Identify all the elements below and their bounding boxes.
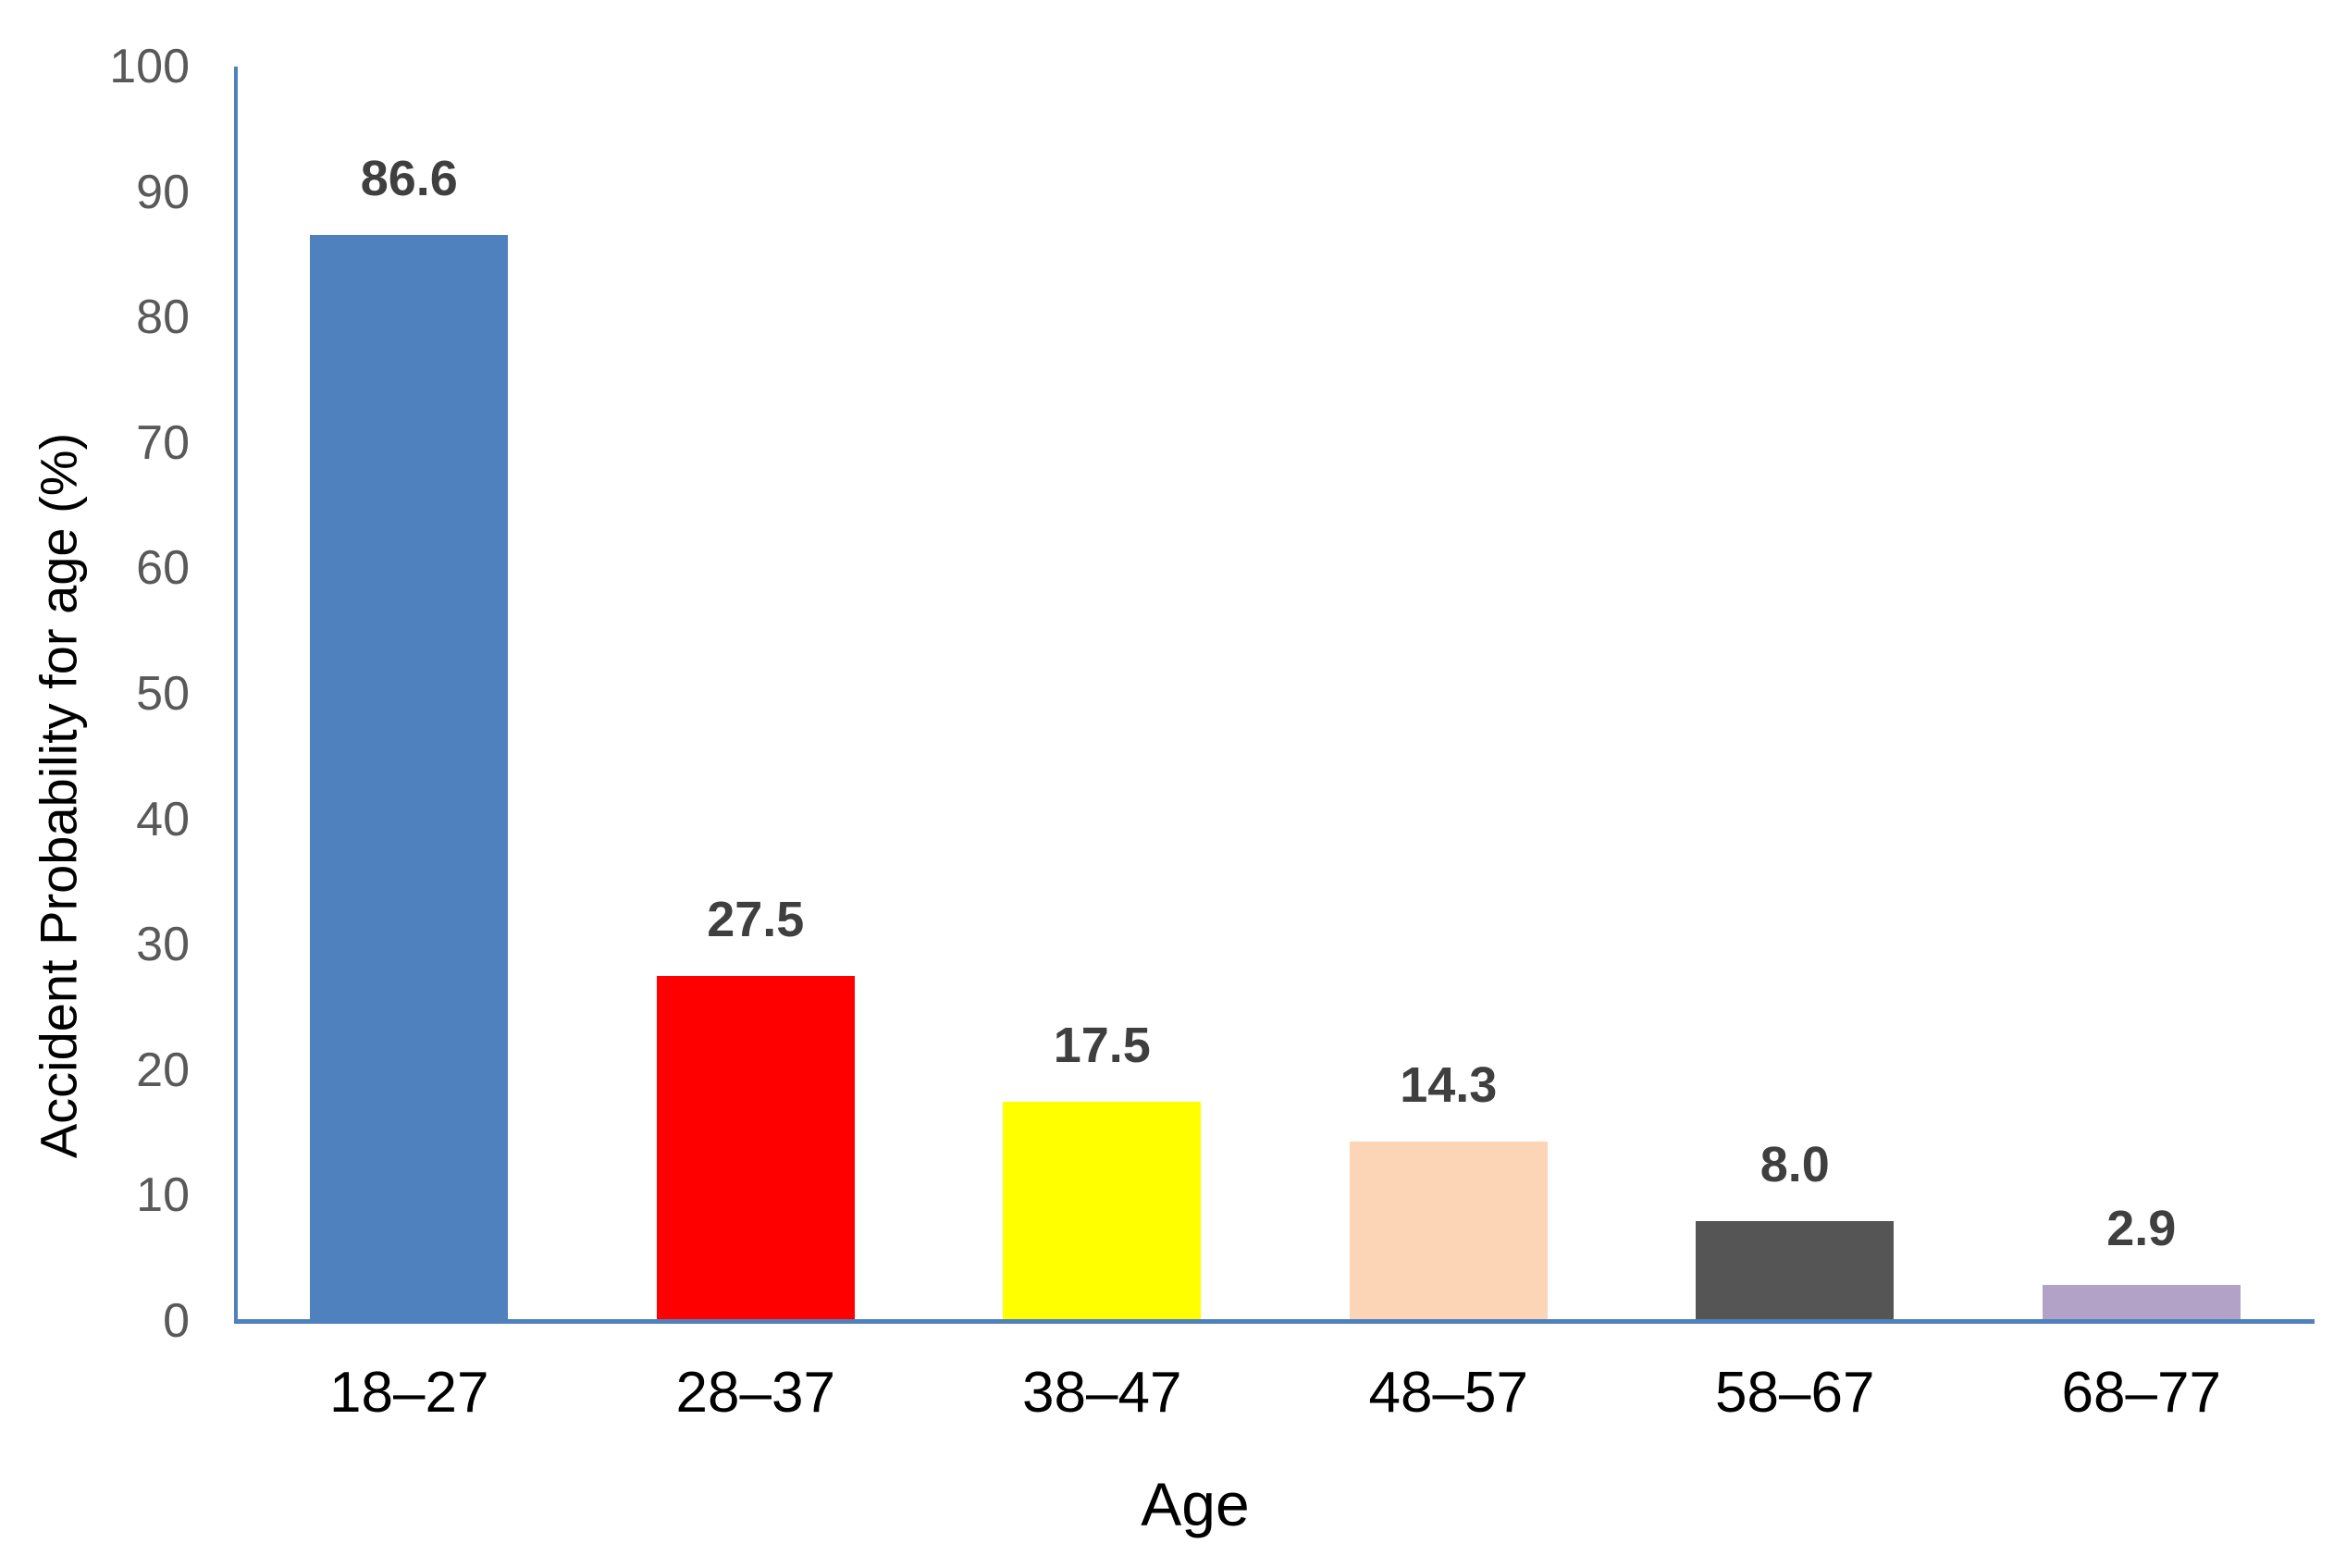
y-tick-label-100: 100	[109, 40, 190, 93]
bar-value-label: 8.0	[1760, 1136, 1830, 1192]
y-tick-label-70: 70	[136, 415, 190, 470]
bar-slot-58-67: 8.0 58–67	[1622, 67, 1969, 1425]
x-tick-label-68-77: 68–77	[2061, 1361, 2221, 1425]
x-tick-label-38-47: 38–47	[1022, 1361, 1182, 1425]
y-tick-label-30: 30	[136, 918, 190, 972]
bar-slot-28-37: 27.5 28–37	[583, 67, 930, 1425]
y-tick-label-10: 10	[136, 1168, 190, 1223]
bar-value-label: 14.3	[1400, 1057, 1498, 1114]
y-tick-label-80: 80	[136, 290, 190, 345]
y-tick-label-20: 20	[136, 1043, 190, 1097]
bar-slot-68-77: 2.9 68–77	[1969, 67, 2315, 1425]
y-tick-label-60: 60	[136, 541, 190, 596]
bar-value-label: 2.9	[2106, 1200, 2177, 1256]
y-tick-label-0: 0	[163, 1294, 190, 1348]
bar-38-47	[1003, 1101, 1202, 1321]
y-tick-label-50: 50	[136, 667, 190, 721]
bar-18-27	[310, 234, 509, 1321]
x-tick-label-28-37: 28–37	[675, 1361, 835, 1425]
bar-value-label: 86.6	[360, 150, 458, 206]
y-axis-title: Accident Probability for age (%)	[29, 432, 88, 1159]
bar-value-label: 17.5	[1053, 1017, 1151, 1073]
x-tick-label-48-57: 48–57	[1368, 1361, 1528, 1425]
x-axis-title: Age	[1141, 1470, 1250, 1538]
y-tick-label-90: 90	[136, 165, 190, 219]
bar-slot-18-27: 86.6 18–27	[236, 67, 583, 1425]
bar-48-57	[1349, 1142, 1548, 1321]
y-tick-label-40: 40	[136, 792, 190, 846]
bar-28-37	[656, 976, 855, 1321]
bar-slot-38-47: 17.5 38–47	[929, 67, 1276, 1425]
x-axis-line	[234, 1319, 2315, 1324]
y-axis-line	[234, 67, 238, 1323]
bar-68-77	[2042, 1284, 2241, 1321]
x-tick-label-58-67: 58–67	[1715, 1361, 1875, 1425]
bar-slot-48-57: 14.3 48–57	[1276, 67, 1623, 1425]
bar-value-label: 27.5	[707, 892, 805, 948]
bar-58-67	[1696, 1220, 1895, 1321]
x-tick-label-18-27: 18–27	[329, 1361, 489, 1425]
plot-area: 86.6 18–27 27.5 28–37 17.5 38–47 14.3 48…	[236, 67, 2315, 1425]
